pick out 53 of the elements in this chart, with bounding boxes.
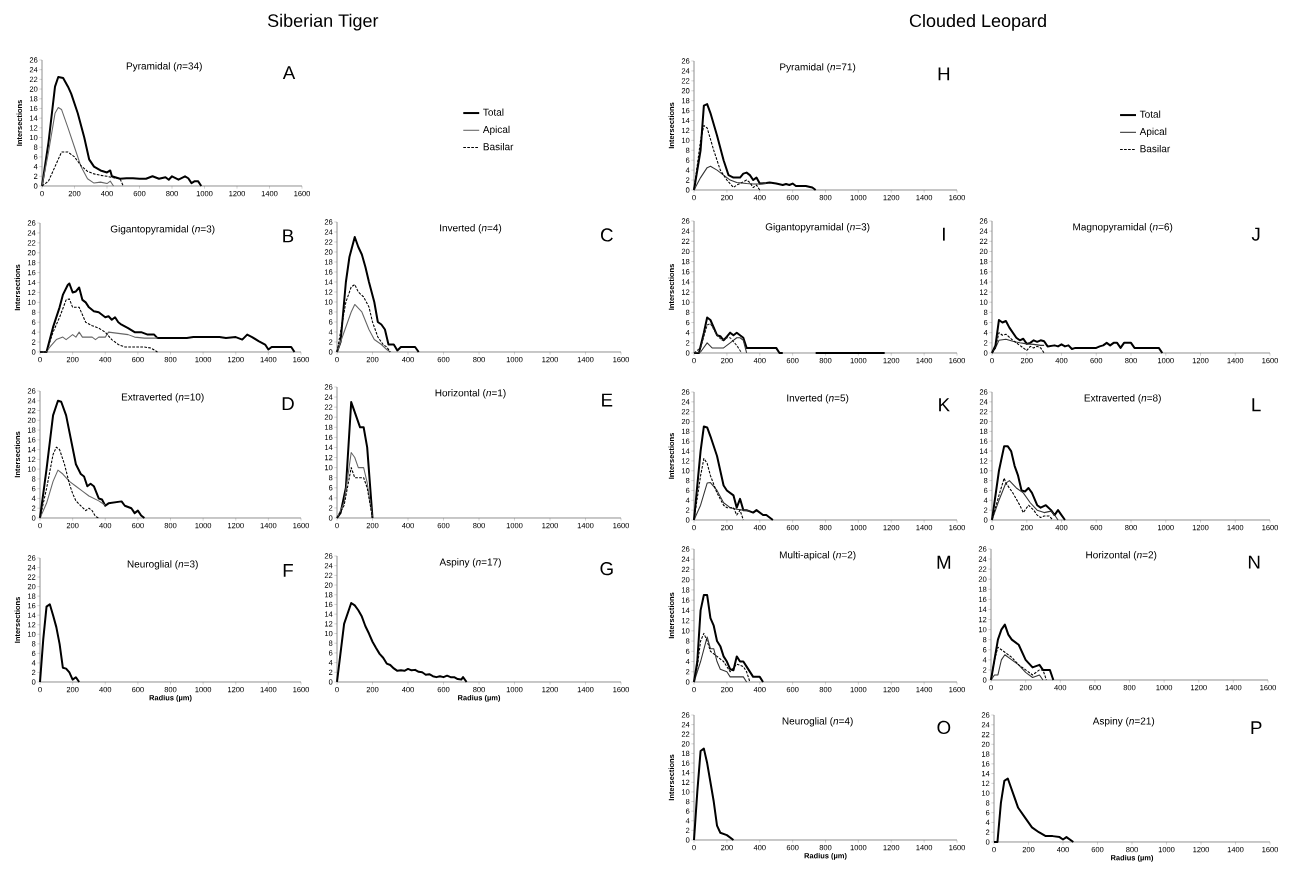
legend-label: Basilar [1140, 144, 1171, 153]
annotation: M [937, 555, 951, 569]
annotation: D [282, 397, 294, 411]
line-series [336, 451, 374, 519]
chart-title: Aspiny (n=17) [439, 558, 501, 568]
line-series [39, 603, 81, 683]
line-series [693, 165, 767, 191]
annotation: F [283, 563, 293, 577]
legend-label: Total [483, 108, 504, 116]
chart-title: Gigantopyramidal (n=3) [110, 225, 215, 235]
annotation: O [937, 720, 951, 735]
line-series [39, 331, 158, 353]
chart-title: Horizontal (n=1) [435, 389, 506, 399]
annotation: I [942, 227, 945, 241]
annotation: E [602, 393, 613, 407]
line-series [990, 654, 1044, 681]
legend-label: Apical [1139, 127, 1167, 138]
line-series [336, 601, 468, 683]
annotation: K [939, 398, 950, 412]
chart-title: Horizontal (n=2) [1086, 551, 1157, 561]
line-series [693, 482, 751, 521]
line-series [693, 747, 735, 841]
annotation: H [938, 67, 950, 81]
chart-title: Inverted (n=5) [787, 394, 849, 404]
annotation: P [1251, 721, 1262, 735]
legend-label: Apical [482, 125, 510, 135]
annotation: J [1251, 227, 1260, 241]
text: Clouded Leopard [909, 13, 1046, 31]
line-series [39, 469, 106, 519]
legend-label: Basilar [483, 142, 514, 151]
chart-title: Extraverted (n=10) [121, 393, 204, 403]
chart-title: Pyramidal (n=71) [780, 63, 856, 73]
annotation: C [601, 228, 613, 242]
line-series [41, 106, 115, 187]
chart-title: Pyramidal (n=34) [126, 62, 202, 72]
legend-label: Total [1139, 110, 1161, 118]
annotation: N [1248, 555, 1260, 569]
line-series [693, 323, 743, 354]
line-series [693, 337, 748, 354]
chart-title: Aspiny (n=21) [1092, 717, 1155, 727]
annotation: L [1252, 398, 1261, 412]
chart-title: Magnopyramidal (n=6) [1073, 223, 1173, 233]
line-series [991, 338, 1045, 354]
chart-title: Multi-apical (n=2) [779, 551, 856, 561]
annotation: B [283, 229, 294, 243]
text: Siberian Tiger [267, 13, 379, 31]
chart-title: Gigantopyramidal (n=3) [765, 223, 870, 233]
annotation: A [282, 66, 296, 80]
chart-title: Neuroglial (n=4) [782, 717, 853, 727]
chart-title: Extraverted (n=8) [1084, 394, 1161, 404]
chart-title: Inverted (n=4) [440, 224, 502, 234]
annotation: G [600, 561, 613, 576]
chart-title: Neuroglial (n=3) [127, 560, 198, 570]
